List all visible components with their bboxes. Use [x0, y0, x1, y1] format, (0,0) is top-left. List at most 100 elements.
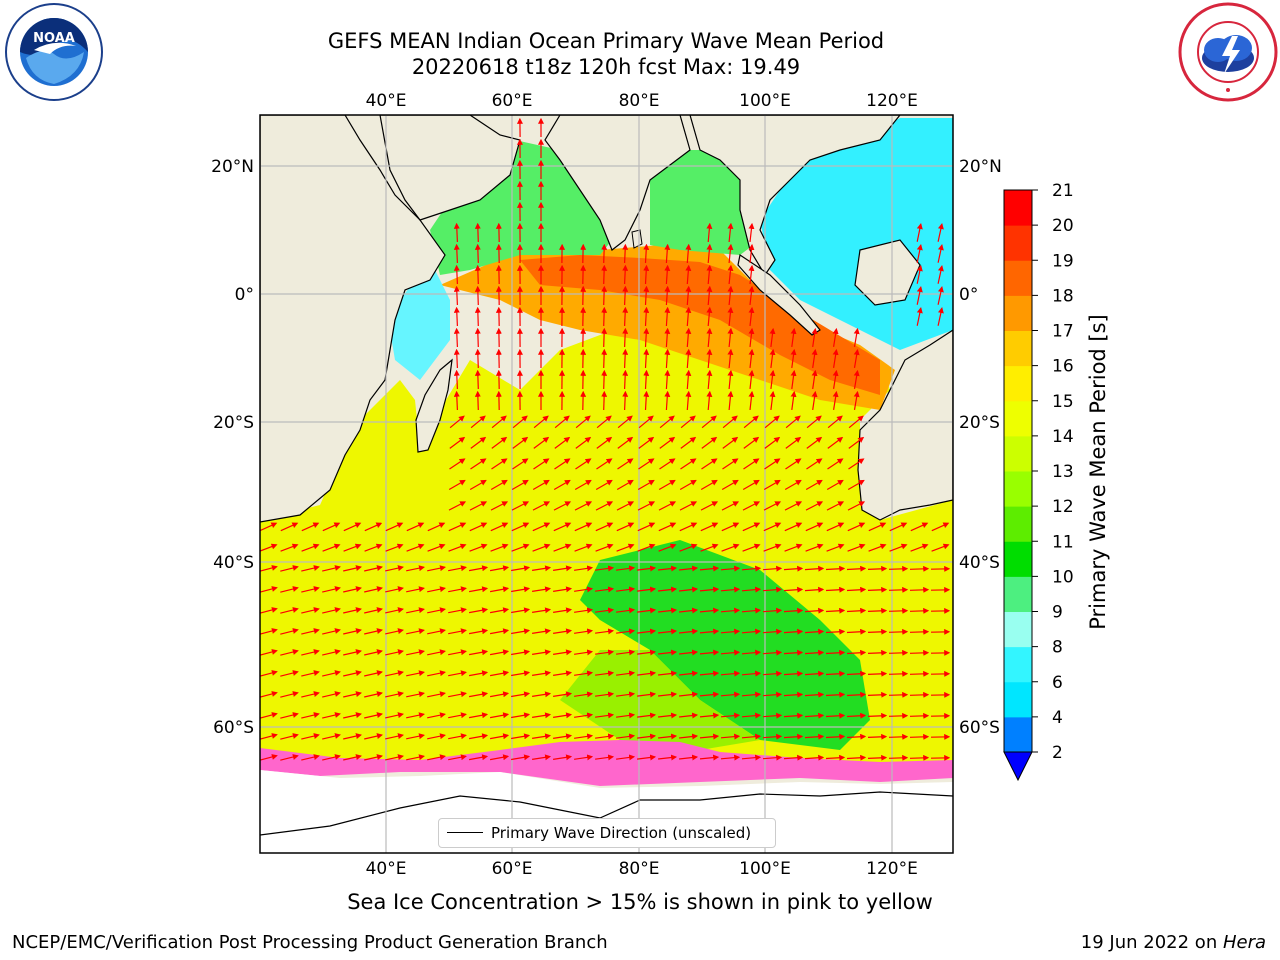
wave-arrow — [322, 607, 341, 614]
wave-arrow — [638, 415, 654, 429]
wave-arrow — [832, 327, 839, 347]
wave-arrow — [574, 501, 593, 511]
wave-arrow — [449, 415, 465, 429]
wave-arrow — [931, 522, 950, 532]
wave-arrow — [679, 691, 699, 698]
wave-arrow — [909, 754, 930, 761]
wave-arrow — [741, 712, 762, 719]
wave-arrow — [343, 712, 362, 719]
wave-arrow — [783, 628, 804, 635]
wave-arrow — [685, 390, 692, 411]
wave-arrow — [553, 565, 573, 572]
wave-arrow — [783, 712, 804, 719]
wave-arrow — [574, 479, 592, 491]
wave-arrow — [937, 307, 944, 326]
wave-arrow — [617, 436, 634, 449]
wave-arrow — [427, 691, 446, 698]
wave-arrow — [867, 733, 888, 740]
wave-arrow — [596, 415, 612, 429]
wave-arrow — [554, 415, 570, 429]
wave-arrow — [301, 649, 320, 656]
wave-arrow — [706, 222, 713, 243]
wave-arrow — [825, 712, 846, 719]
wave-arrow — [511, 543, 530, 552]
wave-arrow — [489, 628, 510, 635]
colorbar-extend-arrow — [1003, 751, 1033, 782]
wave-arrow — [301, 754, 320, 761]
wave-arrow — [868, 522, 887, 532]
wave-arrow — [805, 543, 824, 552]
wave-arrow — [790, 327, 797, 347]
wave-arrow — [727, 348, 734, 369]
wave-arrow — [427, 670, 446, 677]
wave-arrow — [658, 501, 677, 511]
wave-arrow — [664, 369, 671, 390]
wave-arrow — [601, 285, 608, 306]
colorbar-tick-label: 6 — [1052, 673, 1063, 693]
wave-arrow — [301, 565, 320, 572]
wave-arrow — [595, 543, 614, 552]
wave-arrow — [804, 565, 825, 572]
lat-tick-left: 60°S — [213, 718, 254, 738]
wave-arrow — [474, 264, 481, 285]
india — [544, 115, 691, 251]
wave-arrow — [741, 691, 762, 698]
wave-arrow — [658, 586, 678, 593]
wave-arrow — [453, 243, 460, 264]
wave-arrow — [554, 436, 571, 449]
wave-arrow — [748, 390, 755, 410]
wave-arrow — [532, 628, 552, 635]
wave-arrow — [658, 543, 677, 552]
lon-tick-top: 120°E — [866, 91, 918, 111]
wave-arrow — [825, 754, 846, 761]
wave-arrow — [720, 607, 741, 614]
wave-arrow — [679, 670, 699, 677]
wave-arrow — [888, 691, 909, 698]
lon-tick-top: 40°E — [366, 91, 407, 111]
wave-arrow — [574, 522, 593, 532]
colorbar-swatch — [1004, 716, 1032, 753]
wave-arrow — [679, 607, 699, 614]
wave-arrow — [643, 285, 650, 306]
wave-arrow — [532, 479, 550, 491]
wave-arrow — [659, 415, 675, 429]
wave-arrow — [811, 369, 818, 389]
wave-arrow — [685, 306, 692, 327]
wave-arrow — [574, 628, 594, 635]
wave-arrow — [825, 733, 846, 740]
wave-arrow — [748, 222, 755, 242]
wave-arrow — [406, 586, 425, 593]
wave-arrow — [679, 733, 699, 740]
wave-arrow — [474, 306, 481, 327]
wave-arrow — [741, 733, 762, 740]
wave-arrow — [490, 543, 509, 552]
wave-arrow — [574, 670, 594, 677]
wave-arrow — [574, 607, 594, 614]
wave-arrow — [804, 670, 825, 677]
ocean-red-core — [520, 255, 880, 395]
wave-arrow — [595, 479, 613, 491]
legend-label: Primary Wave Direction (unscaled) — [491, 824, 752, 842]
wave-arrow — [806, 458, 823, 470]
wave-arrow — [699, 628, 720, 635]
wave-arrow — [616, 501, 635, 511]
wave-arrow — [553, 607, 573, 614]
wave-arrow — [748, 348, 755, 368]
wave-arrow — [720, 649, 741, 656]
wave-arrow — [511, 733, 531, 740]
footer-credit: NCEP/EMC/Verification Post Processing Pr… — [12, 932, 608, 953]
wave-arrow — [280, 649, 299, 656]
colorbar-swatch — [1004, 260, 1032, 296]
wave-arrow — [637, 607, 657, 614]
wave-arrow — [769, 327, 776, 347]
wave-arrow — [322, 628, 341, 635]
wave-arrow — [888, 565, 909, 572]
wave-arrow — [762, 691, 783, 698]
madagascar — [415, 358, 453, 453]
wave-arrow — [427, 733, 446, 740]
wave-arrow — [637, 628, 657, 635]
wave-arrow — [385, 691, 404, 698]
wave-arrow — [706, 285, 713, 306]
wave-arrow — [888, 586, 909, 593]
wave-arrow — [453, 348, 460, 369]
